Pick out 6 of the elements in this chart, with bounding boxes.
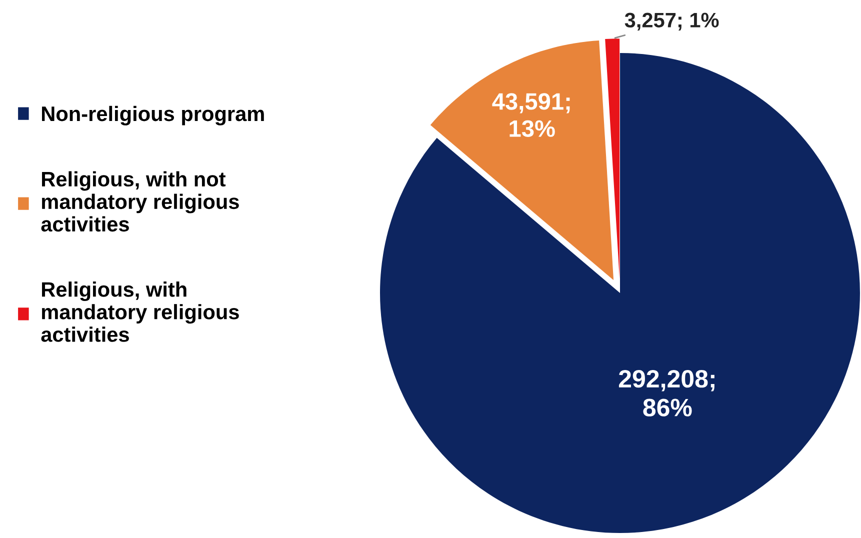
legend-label: Religious, with not mandatory religious activities — [41, 171, 239, 232]
data-label: 292,208; 86% — [618, 370, 714, 416]
data-label: 3,257; 1% — [624, 12, 719, 31]
legend-label: Religious, with mandatory religious activities — [41, 282, 239, 342]
legend-label: Non-religious program — [42, 106, 264, 126]
data-label: 43,591; 13% — [492, 93, 570, 137]
